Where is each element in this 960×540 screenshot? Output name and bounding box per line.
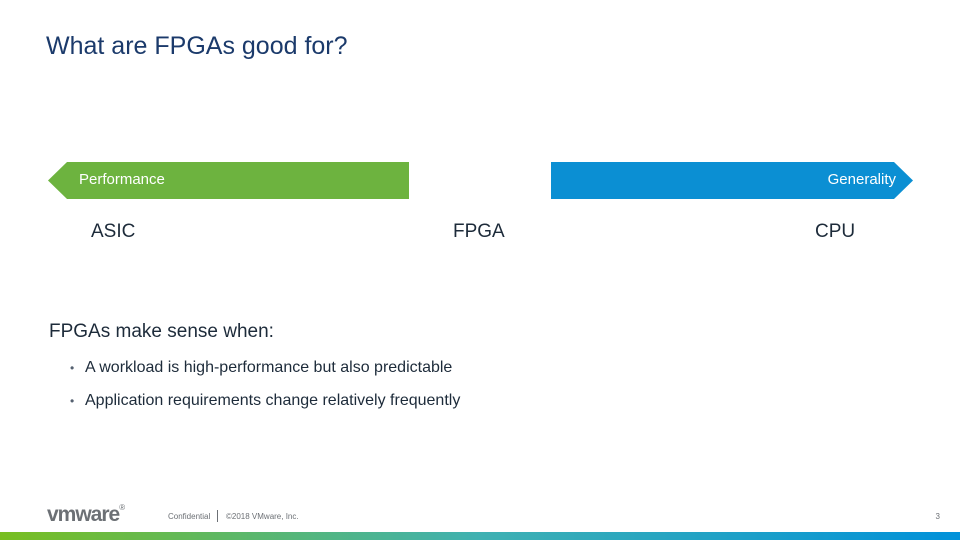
bullet-text: Application requirements change relative… [85, 392, 461, 409]
bullet-list: • A workload is high-performance but als… [70, 358, 460, 424]
performance-arrow [48, 162, 409, 199]
chip-label-asic: ASIC [91, 221, 136, 242]
bullet-item: • A workload is high-performance but als… [70, 358, 460, 378]
slide-title: What are FPGAs good for? [46, 32, 348, 60]
footer-divider [217, 510, 218, 522]
page-number: 3 [935, 512, 940, 521]
vmware-logo: vmware® [47, 503, 125, 527]
generality-arrow [551, 162, 913, 199]
footer-copyright: ©2018 VMware, Inc. [226, 512, 299, 521]
performance-arrow-label: Performance [79, 171, 165, 188]
footer-confidential: Confidential [168, 512, 211, 521]
chip-label-fpga: FPGA [453, 221, 505, 242]
bullet-dot-icon: • [70, 361, 75, 375]
generality-arrow-label: Generality [827, 171, 896, 188]
registered-mark: ® [119, 503, 125, 512]
bullet-item: • Application requirements change relati… [70, 391, 460, 411]
chip-label-cpu: CPU [815, 221, 856, 242]
vmware-logo-text: vmware [47, 503, 120, 526]
bottom-gradient-bar [0, 532, 960, 540]
bullet-dot-icon: • [70, 394, 75, 408]
section-subhead: FPGAs make sense when: [49, 321, 274, 342]
bullet-text: A workload is high-performance but also … [85, 359, 453, 376]
